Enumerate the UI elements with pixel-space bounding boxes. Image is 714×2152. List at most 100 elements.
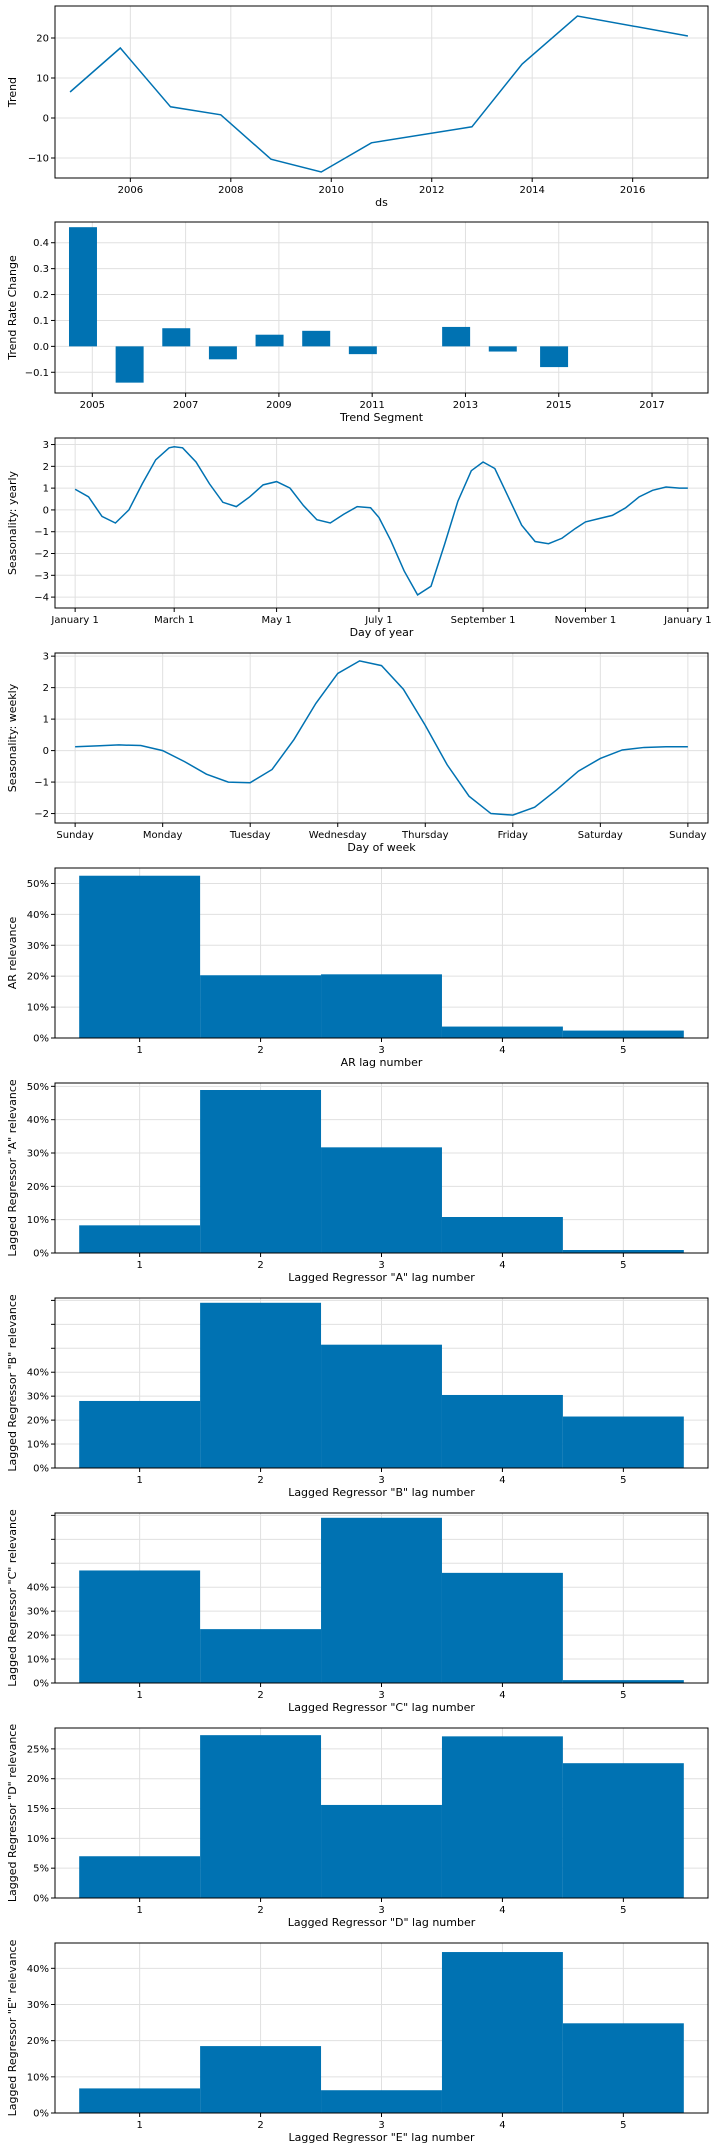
x-tick-label: Friday	[498, 830, 528, 841]
bar	[562, 2023, 684, 2113]
bar	[562, 1680, 684, 1683]
x-tick-label: 3	[378, 2120, 384, 2131]
x-tick-label: 3	[378, 1260, 384, 1271]
x-tick-label: 4	[499, 1905, 505, 1916]
x-tick-label: Sunday	[669, 830, 706, 841]
axes-frame	[54, 652, 709, 824]
y-tick-label: 10%	[27, 2072, 49, 2083]
bar	[200, 1302, 322, 1468]
x-tick-label: January 1	[663, 615, 711, 626]
y-tick-label: 20%	[27, 1182, 49, 1193]
x-axis-label: Lagged Regressor "A" lag number	[288, 1271, 475, 1284]
x-axis-label: Lagged Regressor "C" lag number	[288, 1701, 475, 1714]
x-axis-label: Day of week	[347, 841, 416, 854]
bar	[441, 1217, 563, 1253]
y-tick-label: 3	[43, 652, 49, 663]
x-tick-label: 4	[499, 1690, 505, 1701]
x-tick-label: March 1	[154, 615, 194, 626]
y-axis-label: Lagged Regressor "D" relevance	[6, 1724, 19, 1902]
bar	[562, 1250, 684, 1253]
y-axis-label: Lagged Regressor "C" relevance	[6, 1509, 19, 1687]
bar	[441, 1026, 563, 1038]
subplot-lagged_D: 1 2 3 4 5 0% 5% 10% 15% 20% 25% Lagged Regressor "D…	[6, 1724, 709, 1929]
x-tick-label: 3	[378, 1905, 384, 1916]
y-tick-label: 20	[36, 34, 49, 45]
subplot-lagged_C: 1 2 3 4 5 0% 10% 20% 30% 40% Lagged Regressor "C" …	[6, 1509, 709, 1714]
axes-frame	[54, 5, 709, 179]
y-tick-label: 10%	[27, 1834, 49, 1845]
y-axis-label: Lagged Regressor "A" relevance	[6, 1079, 19, 1257]
bar	[200, 1090, 322, 1253]
bar	[540, 346, 569, 368]
x-tick-label: 2012	[419, 185, 444, 196]
x-tick-label: July 1	[364, 615, 393, 626]
y-tick-label: 30%	[27, 1149, 49, 1160]
bar	[79, 2088, 201, 2113]
x-tick-label: September 1	[451, 615, 516, 626]
x-tick-label: 1	[136, 2120, 142, 2131]
y-axis-label: Lagged Regressor "B" relevance	[6, 1294, 19, 1472]
y-tick-label: 15%	[27, 1804, 49, 1815]
y-axis-label: Trend	[6, 77, 19, 108]
x-axis-label: Lagged Regressor "D" lag number	[288, 1916, 476, 1929]
y-tick-label: 40%	[27, 1368, 49, 1379]
bar	[79, 875, 201, 1038]
x-tick-label: 1	[136, 1905, 142, 1916]
x-tick-label: 5	[620, 2120, 626, 2131]
y-tick-label: 20%	[27, 2036, 49, 2047]
x-tick-label: Thursday	[401, 830, 449, 841]
series-line	[74, 445, 688, 596]
bar	[79, 1400, 201, 1468]
y-tick-label: 0	[43, 505, 49, 516]
x-axis-label: Lagged Regressor "B" lag number	[288, 1486, 475, 1499]
x-tick-label: 4	[499, 2120, 505, 2131]
y-tick-label: 0.4	[33, 238, 49, 249]
axes-frame	[54, 437, 709, 609]
y-tick-label: 30%	[27, 1392, 49, 1403]
y-tick-label: 5%	[33, 1864, 49, 1875]
bar	[115, 346, 144, 383]
bar	[255, 334, 284, 347]
bar	[162, 328, 191, 347]
bar	[321, 1147, 442, 1253]
x-tick-label: Sunday	[56, 830, 93, 841]
bar	[321, 1344, 442, 1468]
x-tick-label: 2009	[266, 400, 291, 411]
bar	[79, 1570, 201, 1683]
x-tick-label: 3	[378, 1045, 384, 1056]
y-tick-label: 50%	[27, 1082, 49, 1093]
bar	[321, 2090, 442, 2113]
series-line	[69, 15, 689, 173]
y-tick-label: 0%	[33, 1034, 49, 1045]
x-tick-label: 2015	[546, 400, 571, 411]
x-tick-label: 2005	[80, 400, 105, 411]
bar	[79, 1225, 201, 1253]
y-axis-label: Seasonality: weekly	[6, 683, 19, 792]
subplot-trend_rate_change: 2005 2007 2009 2011 2013 2015 2017 −0.1 0.0 0.1 0.…	[6, 221, 709, 424]
y-tick-label: −1	[34, 527, 49, 538]
bar	[488, 346, 517, 352]
bar	[302, 330, 331, 347]
bar	[441, 1736, 563, 1898]
series-line	[75, 660, 688, 816]
x-tick-label: 2	[257, 1690, 263, 1701]
y-tick-label: −0.1	[25, 368, 49, 379]
y-axis-label: Seasonality: yearly	[6, 470, 19, 575]
x-tick-label: 3	[378, 1690, 384, 1701]
y-tick-label: −2	[34, 549, 49, 560]
x-tick-label: 5	[620, 1045, 626, 1056]
y-axis-label: AR relevance	[6, 916, 19, 989]
subplot-seasonality_weekly: Sunday Monday Tuesday Wednesday Thursday Frid…	[6, 652, 709, 854]
x-tick-label: 4	[499, 1475, 505, 1486]
subplot-lagged_B: 1 2 3 4 5 0% 10% 20% 30% 40% Lagged Regressor "B" …	[6, 1294, 709, 1499]
x-tick-label: Wednesday	[309, 830, 367, 841]
y-tick-label: 0.2	[33, 290, 49, 301]
y-tick-label: 0	[43, 746, 49, 757]
y-tick-label: 30%	[27, 1607, 49, 1618]
bar	[442, 326, 471, 347]
x-tick-label: 2011	[359, 400, 384, 411]
subplot-seasonality_yearly: January 1 March 1 May 1 July 1 September 1 No…	[6, 437, 712, 639]
y-tick-label: 0%	[33, 1894, 49, 1905]
bar	[200, 2046, 322, 2113]
bar	[321, 1517, 442, 1683]
